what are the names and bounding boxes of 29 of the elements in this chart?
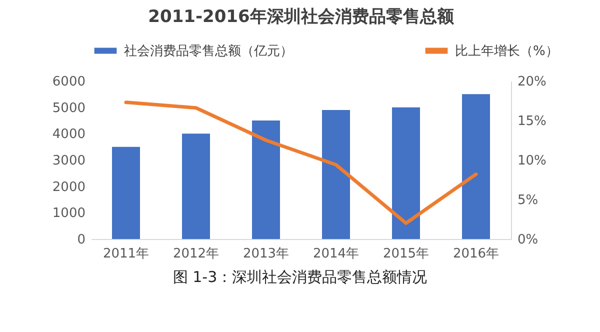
x-tick-label: 2013年: [242, 246, 290, 262]
y-tick-label: 0: [77, 232, 86, 248]
legend-label: 社会消费品零售总额（亿元）: [124, 44, 293, 59]
x-tick-label: 2015年: [382, 246, 430, 262]
x-tick-label: 2014年: [312, 246, 360, 262]
caption: 图 1-3：深圳社会消费品零售总额情况: [172, 268, 428, 287]
bar: [462, 94, 490, 239]
y-tick-label: 6000: [52, 74, 86, 90]
bar: [322, 110, 350, 239]
y2-tick-label: 5%: [518, 193, 538, 208]
y2-tick-label: 20%: [518, 74, 546, 90]
x-tick-label: 2016年: [452, 246, 500, 262]
bar: [182, 134, 210, 239]
x-tick-label: 2011年: [102, 246, 150, 262]
bar: [252, 120, 280, 239]
y-tick-label: 2000: [52, 180, 86, 195]
y-tick-label: 1000: [52, 206, 86, 222]
y2-tick-label: 10%: [518, 154, 546, 168]
y2-tick-label: 0%: [518, 232, 538, 248]
legend-label: 比上年增长（%）: [455, 44, 558, 59]
y-tick-label: 3000: [52, 154, 86, 168]
y-tick-label: 4000: [52, 127, 86, 142]
x-tick-label: 2012年: [172, 246, 220, 262]
y2-tick-label: 15%: [518, 114, 546, 129]
bar: [112, 146, 140, 239]
bar: [392, 107, 420, 239]
line-series: [124, 100, 478, 225]
y-tick-label: 5000: [52, 100, 86, 116]
chart-title: 2011-2016年深圳社会消费品零售总额: [148, 7, 455, 27]
